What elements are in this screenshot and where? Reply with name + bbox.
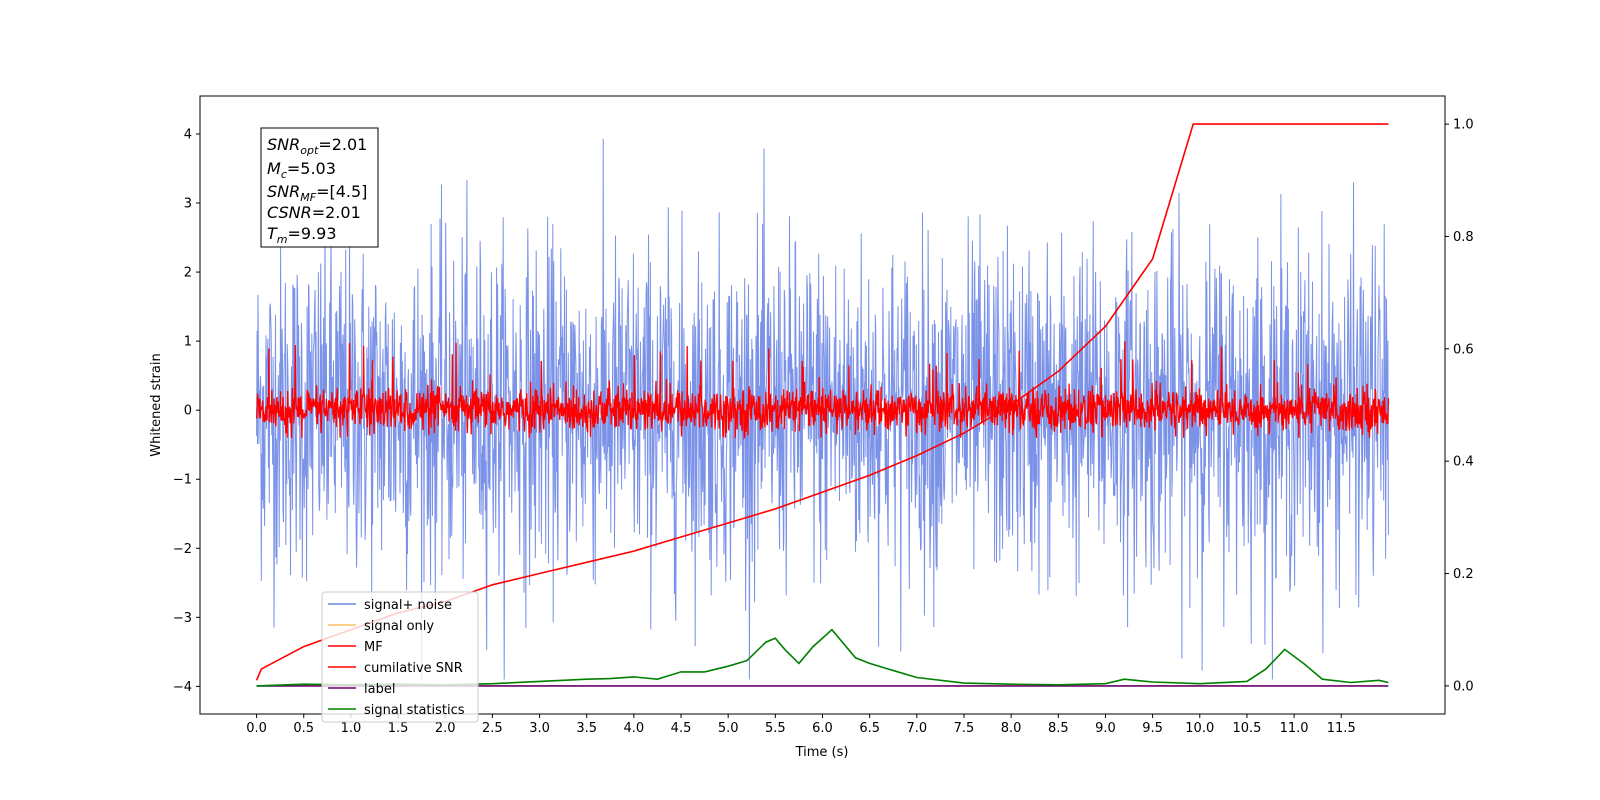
x-tick-label: 1.0 (341, 721, 362, 736)
x-tick-label: 7.0 (906, 721, 927, 736)
x-tick-label: 7.5 (954, 721, 975, 736)
x-axis-label: Time (s) (795, 745, 849, 760)
y-left-tick-label: −1 (173, 473, 192, 488)
x-tick-label: 2.5 (482, 721, 503, 736)
legend-label-mf: MF (364, 640, 383, 655)
annotation-line-snr-opt: SNRopt=2.01 (267, 135, 367, 157)
y-right-tick-label: 0.4 (1453, 455, 1474, 470)
y-left-tick-label: −4 (173, 680, 192, 695)
y-right-tick-label: 0.8 (1453, 230, 1474, 245)
y-axis-label: Whitened strain (149, 353, 164, 456)
y-right-tick-label: 1.0 (1453, 118, 1474, 133)
x-tick-label: 3.0 (529, 721, 550, 736)
x-tick-label: 6.5 (859, 721, 880, 736)
annotation-frame (260, 127, 379, 248)
x-tick-label: 3.5 (576, 721, 597, 736)
x-tick-label: 4.0 (624, 721, 645, 736)
legend-frame (321, 591, 479, 723)
x-tick-label: 11.5 (1327, 721, 1356, 736)
legend-label-signal-noise: signal+ noise (364, 598, 452, 613)
signal-statistics-line (256, 628, 1389, 687)
legend-label-label: label (364, 682, 395, 697)
x-tick-label: 6.0 (812, 721, 833, 736)
y-left-tick-label: 4 (184, 127, 192, 142)
x-tick-label: 0.5 (293, 721, 314, 736)
y-axis-right: 1.0 0.8 0.6 0.4 0.2 0.0 (1445, 118, 1474, 694)
y-left-tick-label: 2 (184, 266, 192, 281)
mf-line (255, 341, 1390, 440)
legend-label-signal-only: signal only (364, 619, 434, 634)
legend: signal+ noise signal only MF cumilative … (321, 591, 479, 723)
x-tick-label: 1.5 (388, 721, 409, 736)
y-axis-left: 4 3 2 1 0 −1 −2 −3 −4 (173, 127, 200, 695)
y-left-tick-label: 3 (184, 197, 192, 212)
x-tick-label: 0.0 (246, 721, 267, 736)
y-right-tick-label: 0.0 (1453, 679, 1474, 694)
legend-label-cumulative-snr: cumilative SNR (364, 661, 463, 676)
annotation-box: SNRopt=2.01 Mc=5.03 SNRMF=[4.5] CSNR=2.0… (260, 127, 379, 248)
x-tick-label: 2.0 (435, 721, 456, 736)
annotation-line-snr-mf: SNRMF=[4.5] (267, 182, 367, 204)
y-left-tick-label: −2 (173, 542, 192, 557)
y-left-tick-label: 0 (184, 404, 192, 419)
x-tick-label: 10.0 (1185, 721, 1214, 736)
annotation-line-csnr: CSNR=2.01 (267, 203, 361, 222)
annotation-line-tm: Tm=9.93 (267, 224, 337, 246)
x-tick-label: 5.5 (765, 721, 786, 736)
x-tick-label: 8.5 (1048, 721, 1069, 736)
y-right-tick-label: 0.2 (1453, 567, 1474, 582)
annotation-line-mc: Mc=5.03 (267, 159, 336, 181)
y-left-tick-label: 1 (184, 335, 192, 350)
x-axis: 0.0 0.5 1.0 1.5 2.0 2.5 3.0 3.5 4.0 4.5 5.0 5.5 6.0 6… (246, 714, 1356, 736)
x-tick-label: 5.0 (718, 721, 739, 736)
y-left-tick-label: −3 (173, 611, 192, 626)
x-tick-label: 11.0 (1280, 721, 1309, 736)
x-tick-label: 10.5 (1232, 721, 1261, 736)
mf-trace (255, 341, 1390, 440)
x-tick-label: 4.5 (671, 721, 692, 736)
x-tick-label: 8.0 (1001, 721, 1022, 736)
x-tick-label: 9.5 (1142, 721, 1163, 736)
legend-label-signal-statistics: signal statistics (364, 703, 465, 718)
x-tick-label: 9.0 (1095, 721, 1116, 736)
y-right-tick-label: 0.6 (1453, 342, 1474, 357)
